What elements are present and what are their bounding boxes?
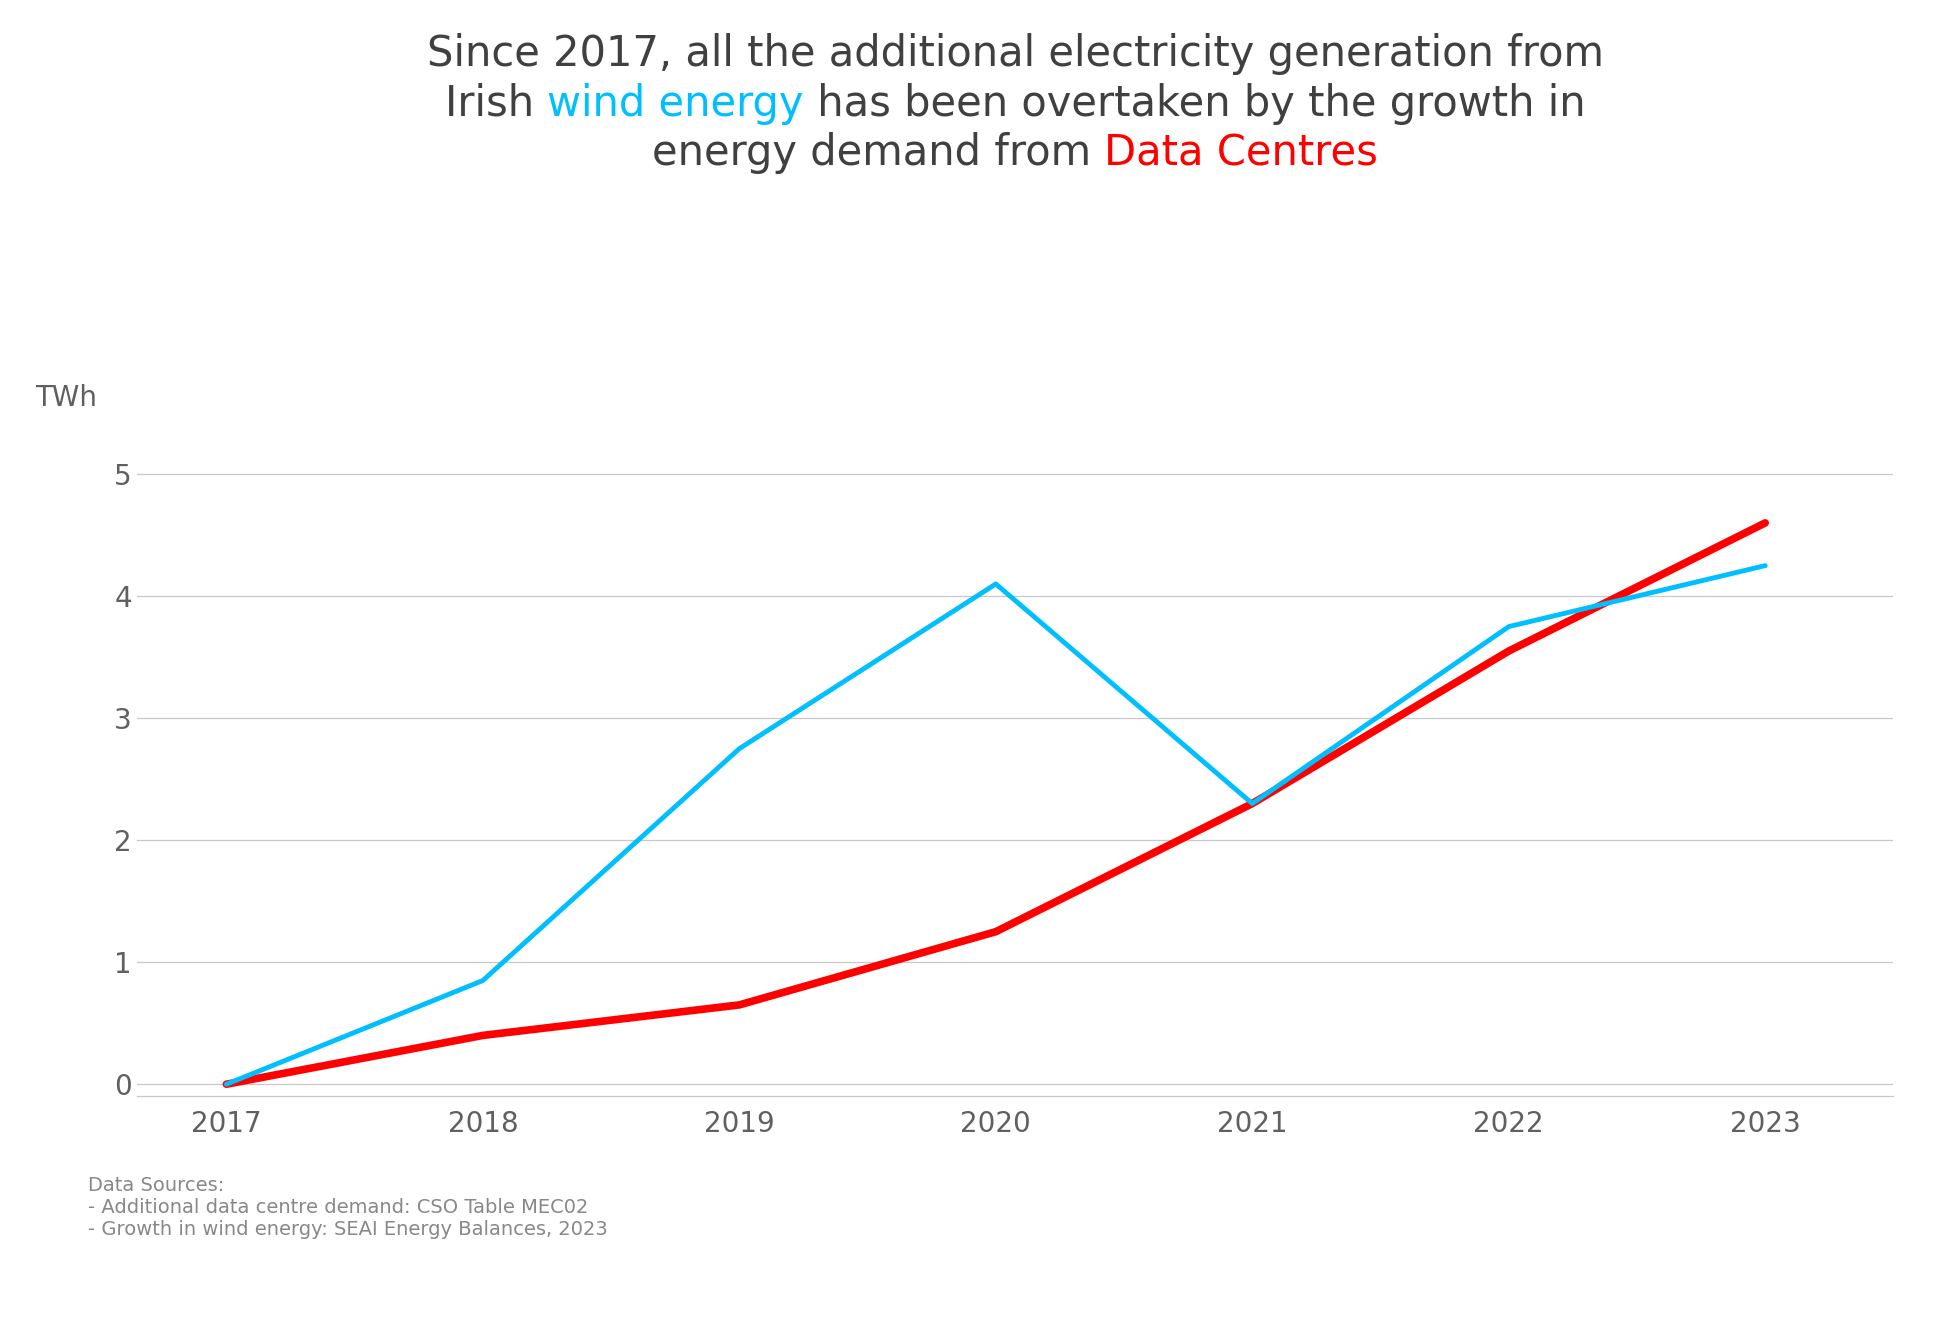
Text: Since 2017, all the additional electricity generation from: Since 2017, all the additional electrici…	[427, 33, 1603, 76]
Text: energy demand from: energy demand from	[652, 133, 1105, 174]
Text: wind energy: wind energy	[547, 82, 804, 125]
Text: has been overtaken by the growth in: has been overtaken by the growth in	[804, 82, 1585, 125]
Text: Data Centres: Data Centres	[1105, 133, 1378, 174]
Text: Irish: Irish	[445, 82, 547, 125]
Text: Data Sources:
- Additional data centre demand: CSO Table MEC02
- Growth in wind : Data Sources: - Additional data centre d…	[88, 1176, 607, 1239]
Y-axis label: TWh: TWh	[35, 384, 98, 412]
